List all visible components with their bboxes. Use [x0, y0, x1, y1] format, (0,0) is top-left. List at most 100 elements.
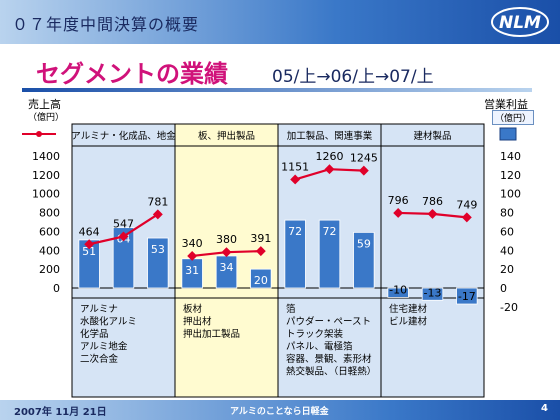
left-axis-unit: （億円）: [28, 113, 65, 123]
profit-bar: [112, 227, 135, 289]
segment-name: 建材製品: [413, 130, 451, 142]
right-tick-label: 80: [500, 207, 514, 220]
profit-value-label: 72: [323, 225, 337, 238]
sales-point: [461, 212, 472, 223]
right-tick-label: 60: [500, 225, 514, 238]
slide-title: セグメントの業績: [36, 60, 228, 88]
profit-bar: [250, 268, 272, 289]
product-label: 容器、景観、素形材: [286, 353, 372, 365]
product-label: 押出加工製品: [183, 328, 240, 340]
sales-point: [358, 165, 369, 176]
segment-products-panel: [277, 297, 382, 398]
profit-value-label: 53: [151, 243, 165, 256]
sales-value-label: 796: [388, 194, 409, 207]
period-label: 05/上→06/上→07/上: [272, 67, 434, 87]
right-tick-label: 120: [500, 169, 521, 182]
left-tick-label: 1400: [32, 150, 60, 163]
profit-value-label: 59: [357, 237, 371, 250]
sales-point: [427, 208, 438, 219]
sales-point: [290, 174, 301, 185]
product-label: 水酸化アルミ: [80, 316, 137, 328]
product-label: パウダー・ペースト: [286, 316, 371, 328]
segment-products-panel: [174, 297, 279, 398]
profit-bar: [284, 219, 306, 289]
segment-name: 加工製品、関連事業: [287, 130, 373, 142]
sales-point: [255, 246, 266, 257]
sales-value-label: 781: [147, 195, 168, 208]
left-tick-label: 1000: [32, 188, 60, 201]
segment-plot-panel: [380, 145, 485, 299]
sales-point: [118, 231, 129, 242]
left-tick-label: 600: [39, 225, 60, 238]
footer-bar: [0, 400, 560, 420]
sales-point: [152, 209, 163, 220]
left-tick-label: 400: [39, 244, 60, 257]
sales-value-label: 1151: [281, 160, 309, 173]
legend-bar-profit: [499, 127, 517, 141]
right-axis-title: 営業利益: [484, 98, 528, 111]
sales-point: [84, 239, 95, 250]
product-label: 化学品: [80, 328, 109, 340]
profit-bar: [421, 287, 444, 301]
right-tick-label: 20: [500, 263, 514, 276]
product-label: パネル、電極箔: [286, 341, 353, 353]
sales-value-label: 464: [79, 225, 100, 238]
footer-company: アルミのことなら日軽金: [230, 407, 329, 417]
sales-point: [393, 207, 404, 218]
sales-point: [221, 247, 232, 258]
profit-value-label: 72: [288, 225, 302, 238]
left-tick-label: 800: [39, 207, 60, 220]
profit-value-label: 31: [185, 264, 199, 277]
profit-bar: [456, 287, 478, 305]
sales-value-label: 340: [182, 237, 203, 250]
right-tick-label: 140: [500, 150, 521, 163]
profit-bar: [318, 219, 341, 289]
product-label: アルミナ: [80, 304, 118, 315]
right-axis-unit: （億円）: [492, 110, 535, 125]
sales-value-label: 391: [250, 232, 271, 245]
svg-text:NLM: NLM: [499, 13, 541, 33]
legend-marker-sales: [36, 131, 42, 137]
product-label: アルミ地金: [80, 341, 128, 353]
profit-value-label: -10: [389, 283, 407, 296]
product-label: 住宅建材: [389, 303, 428, 315]
header-bar: [0, 0, 560, 44]
product-label: 二次合金: [80, 353, 119, 365]
product-label: 箔: [286, 303, 296, 315]
segment-products-panel: [380, 297, 485, 398]
left-tick-label: 1200: [32, 169, 60, 182]
right-tick-label: 0: [500, 282, 507, 295]
profit-value-label: 51: [82, 245, 96, 258]
title-underline: [22, 88, 532, 92]
right-tick-label: -20: [500, 301, 518, 314]
segment-name: 板、押出製品: [198, 130, 255, 142]
profit-value-label: -13: [424, 286, 442, 299]
product-label: トラック架装: [286, 328, 344, 340]
profit-value-label: 20: [254, 274, 268, 287]
company-logo: NLM: [491, 7, 549, 37]
profit-value-label: 34: [220, 261, 234, 274]
left-tick-label: 200: [39, 263, 60, 276]
product-label: 押出材: [183, 316, 212, 328]
right-tick-label: 100: [500, 188, 521, 201]
sales-value-label: 786: [422, 195, 443, 208]
left-axis-title: 売上高: [28, 98, 61, 111]
profit-value-label: -17: [458, 290, 476, 303]
sales-value-label: 749: [456, 198, 477, 211]
sales-value-label: 380: [216, 233, 237, 246]
right-tick-label: 40: [500, 244, 514, 257]
sales-point: [187, 250, 198, 261]
profit-bar: [353, 231, 375, 289]
product-label: ビル建材: [389, 316, 428, 328]
product-label: 熱交製品、（日軽熱）: [286, 366, 376, 378]
product-label: 板材: [183, 303, 203, 315]
sales-value-label: 547: [113, 217, 134, 230]
sales-point: [324, 164, 335, 175]
sales-value-label: 1245: [350, 152, 378, 165]
page-number: 4: [541, 403, 548, 414]
profit-bar: [147, 237, 169, 289]
sales-value-label: 1260: [316, 150, 344, 163]
left-tick-label: 0: [53, 282, 60, 295]
profit-bar: [387, 287, 409, 298]
